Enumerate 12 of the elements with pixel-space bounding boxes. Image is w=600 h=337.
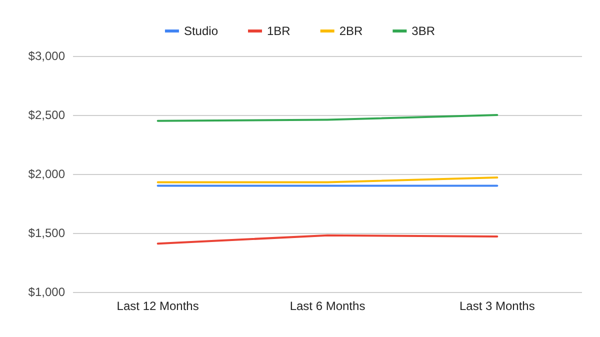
y-tick-label: $1,000 <box>28 285 66 299</box>
x-tick-label: Last 6 Months <box>290 299 366 313</box>
x-tick-label: Last 12 Months <box>116 299 199 313</box>
y-tick-label: $3,000 <box>28 49 66 63</box>
y-tick-label: $1,500 <box>28 226 66 240</box>
legend-label: 1BR <box>266 24 291 38</box>
legend-label: 3BR <box>412 24 436 38</box>
legend-label: 2BR <box>339 24 364 38</box>
y-tick-label: $2,500 <box>28 108 66 122</box>
y-tick-label: $2,000 <box>28 167 66 181</box>
x-tick-label: Last 3 Months <box>459 299 535 313</box>
legend-label: Studio <box>184 24 218 38</box>
